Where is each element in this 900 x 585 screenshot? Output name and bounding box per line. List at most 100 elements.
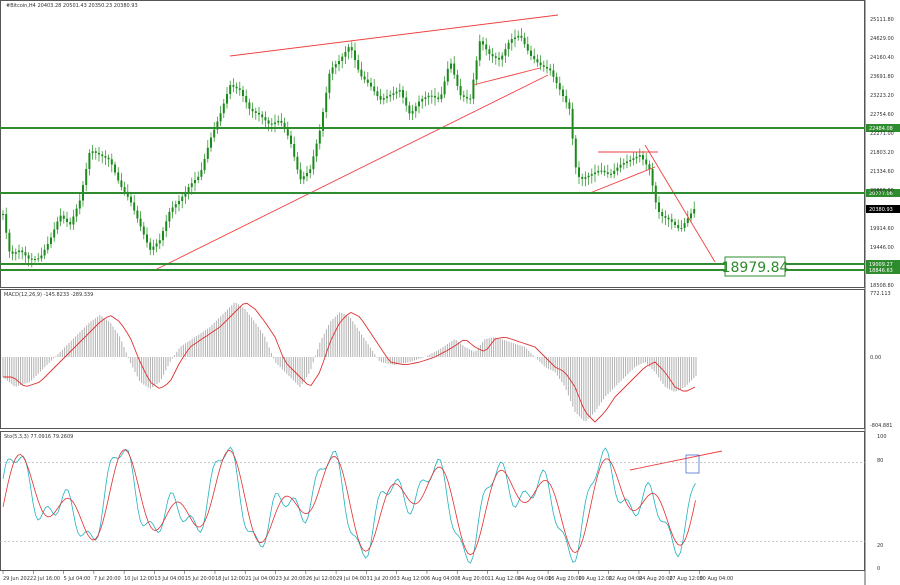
candle-body (357, 60, 360, 70)
candle-body (443, 81, 446, 95)
candle-body (510, 39, 513, 43)
candle-body (85, 169, 88, 185)
x-tick-label: 15 Jul 20:00 (185, 576, 215, 582)
candle-body (626, 161, 628, 164)
candle-body (418, 101, 420, 107)
candle-body (533, 56, 536, 60)
candle-body (549, 68, 552, 71)
candle-body (430, 95, 433, 97)
sto-tick-label: 20 (877, 543, 883, 549)
candle-body (226, 94, 228, 104)
candle-body (629, 159, 632, 162)
price-tick-label: 23223.20 (870, 93, 894, 99)
candle-body (158, 240, 161, 244)
candle-body (635, 156, 638, 159)
candle-body (171, 207, 174, 212)
candle-body (117, 172, 120, 181)
x-tick-label: 19 Aug 12:00 (578, 576, 612, 582)
candle-body (306, 173, 308, 177)
current-price-tag (866, 205, 900, 213)
x-tick-label: 6 Aug 04:00 (427, 576, 458, 582)
candle-body (152, 246, 155, 250)
macd-signal-line (3, 302, 696, 423)
candle-body (334, 64, 337, 68)
candle-body (312, 156, 315, 170)
candle-body (414, 106, 417, 112)
candle-body (581, 177, 584, 179)
candle-body (254, 111, 257, 113)
candle-body (168, 211, 171, 222)
candle-body (216, 121, 219, 130)
candle-body (75, 208, 78, 217)
candle-body (302, 176, 305, 180)
candle-body (571, 108, 574, 139)
candle-body (110, 159, 113, 165)
candle-body (280, 120, 283, 123)
price-panel-title: #Bitcoin,H4 20403.28 20501.43 20350.23 2… (6, 3, 138, 9)
candle-body (293, 144, 296, 157)
candle-body (421, 98, 424, 102)
candle-body (222, 103, 225, 114)
candle-body (398, 90, 401, 92)
candle-body (21, 250, 24, 253)
candle-body (594, 172, 596, 175)
trend-line (154, 74, 549, 271)
candle-body (190, 183, 193, 188)
candle-body (683, 223, 686, 228)
candle-body (184, 191, 187, 197)
candle-body (658, 202, 660, 212)
candle-body (680, 227, 683, 229)
macd-tick-label: 772.113 (870, 291, 891, 297)
candle-body (453, 63, 456, 75)
candle-body (552, 70, 555, 77)
x-tick-label: 13 Jul 04:00 (154, 576, 184, 582)
candle-body (520, 35, 523, 38)
candle-body (59, 215, 62, 222)
candle-body (69, 222, 72, 225)
candle-body (62, 215, 65, 219)
x-tick-label: 26 Jul 12:00 (306, 576, 336, 582)
candle-body (677, 225, 680, 229)
candle-body (610, 173, 612, 175)
x-tick-label: 16 Aug 20:00 (548, 576, 582, 582)
candle-body (318, 130, 321, 144)
price-tick-label: 21803.20 (870, 150, 894, 156)
level-tag-label: 18846.63 (869, 268, 893, 274)
price-tick-label: 19446.00 (870, 245, 894, 251)
candle-body (126, 191, 129, 197)
candle-body (149, 242, 152, 250)
candle-body (526, 44, 529, 51)
candle-body (238, 88, 241, 90)
candle-body (485, 44, 488, 50)
candle-body (376, 91, 379, 97)
candle-body (290, 135, 292, 144)
candle-body (142, 226, 145, 235)
candle-body (315, 143, 318, 157)
candle-body (392, 93, 395, 95)
price-tick-label: 22271.00 (870, 131, 894, 137)
candle-body (405, 97, 408, 106)
candle-body (46, 243, 49, 250)
candle-body (619, 164, 622, 168)
price-tick-label: 19914.60 (870, 226, 894, 232)
candle-body (674, 221, 676, 225)
trend-lines (154, 14, 723, 471)
candle-body (402, 90, 404, 98)
candle-body (584, 177, 587, 179)
candle-body (459, 85, 462, 96)
candle-body (603, 170, 606, 173)
candle-body (360, 69, 363, 77)
candle-body (370, 82, 372, 87)
x-tick-label: 7 Jul 20:00 (94, 576, 121, 582)
candle-body (341, 56, 344, 61)
candle-body (536, 59, 539, 63)
candle-body (235, 86, 238, 89)
level-tag (866, 266, 900, 274)
candle-body (94, 151, 97, 153)
x-tick-label: 18 Jul 12:00 (215, 576, 245, 582)
target-box (724, 256, 786, 277)
candle-body (165, 221, 168, 231)
candle-body (517, 35, 520, 38)
price-tick-label: 25111.80 (870, 17, 894, 23)
candle-body (523, 37, 526, 45)
